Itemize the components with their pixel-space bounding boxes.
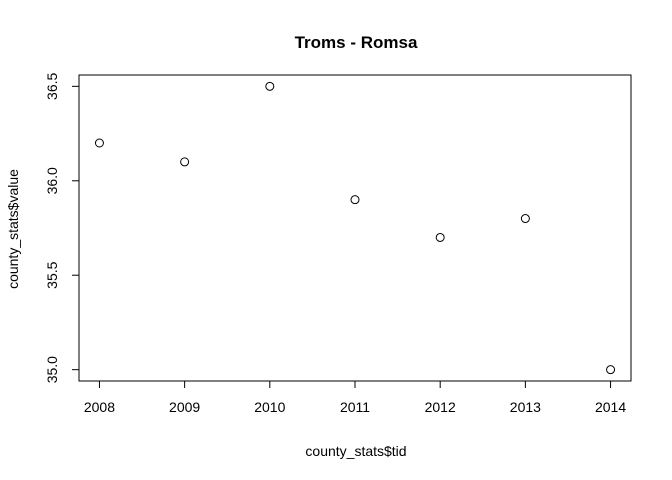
data-point	[180, 157, 190, 167]
data-point	[94, 138, 104, 148]
x-tick-label: 2009	[169, 399, 200, 415]
x-tick-label: 2013	[510, 399, 541, 415]
data-point	[606, 365, 616, 375]
y-tick-label: 36.5	[44, 72, 60, 99]
x-tick-label: 2014	[595, 399, 626, 415]
y-tick-label: 35.5	[44, 261, 60, 288]
plot-frame	[78, 74, 632, 382]
x-axis-label: county_stats$tid	[305, 443, 406, 459]
x-tick-label: 2008	[84, 399, 115, 415]
chart-title: Troms - Romsa	[295, 33, 418, 52]
data-point	[435, 232, 445, 242]
y-axis: 35.0 35.5 36.0 36.5	[44, 72, 80, 383]
y-axis-label: county_stats$value	[5, 169, 21, 289]
y-tick-label: 36.0	[44, 167, 60, 194]
data-points	[94, 81, 616, 375]
data-point	[520, 214, 530, 224]
x-tick-label: 2012	[425, 399, 456, 415]
x-tick-label: 2011	[340, 399, 370, 415]
y-tick-label: 35.0	[44, 356, 60, 383]
x-tick-label: 2010	[254, 399, 285, 415]
data-point	[350, 195, 360, 205]
data-point	[265, 81, 275, 91]
x-axis: 2008 2009 2010 2011 2012 2013 2014	[84, 380, 626, 415]
